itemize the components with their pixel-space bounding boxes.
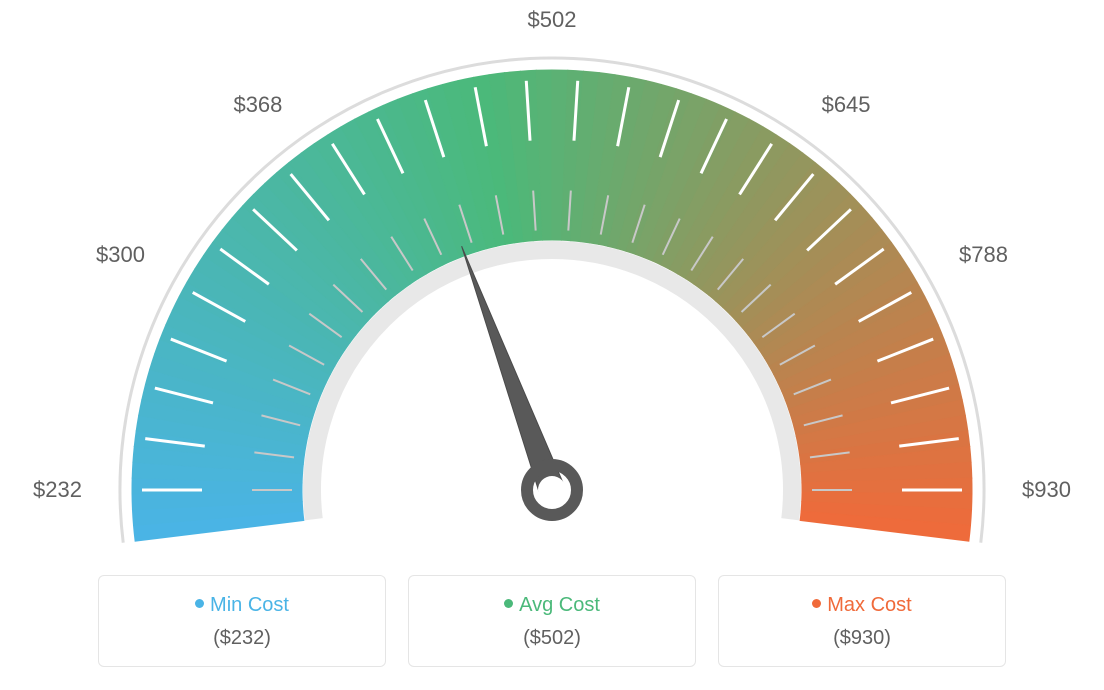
legend-card-max: Max Cost ($930) bbox=[718, 575, 1006, 667]
svg-text:$368: $368 bbox=[233, 92, 282, 117]
svg-text:$788: $788 bbox=[959, 242, 1008, 267]
svg-text:$502: $502 bbox=[528, 7, 577, 32]
legend-label-avg: Avg Cost bbox=[519, 594, 600, 616]
legend-value-min: ($232) bbox=[109, 627, 375, 650]
legend-card-avg: Avg Cost ($502) bbox=[408, 575, 696, 667]
legend-card-min: Min Cost ($232) bbox=[98, 575, 386, 667]
legend-row: Min Cost ($232) Avg Cost ($502) Max Cost… bbox=[0, 575, 1104, 667]
legend-title-max: Max Cost bbox=[729, 594, 995, 617]
svg-text:$232: $232 bbox=[33, 477, 82, 502]
legend-value-avg: ($502) bbox=[419, 627, 685, 650]
legend-dot-avg bbox=[504, 599, 513, 608]
legend-value-max: ($930) bbox=[729, 627, 995, 650]
legend-title-avg: Avg Cost bbox=[419, 594, 685, 617]
legend-label-min: Min Cost bbox=[210, 594, 289, 616]
legend-label-max: Max Cost bbox=[827, 594, 911, 616]
svg-text:$300: $300 bbox=[96, 242, 145, 267]
legend-dot-min bbox=[195, 599, 204, 608]
cost-gauge: $232 $300 $368 $502 $645 $788 $930 bbox=[0, 0, 1104, 560]
svg-text:$645: $645 bbox=[822, 92, 871, 117]
legend-dot-max bbox=[812, 599, 821, 608]
svg-text:$930: $930 bbox=[1022, 477, 1071, 502]
legend-title-min: Min Cost bbox=[109, 594, 375, 617]
